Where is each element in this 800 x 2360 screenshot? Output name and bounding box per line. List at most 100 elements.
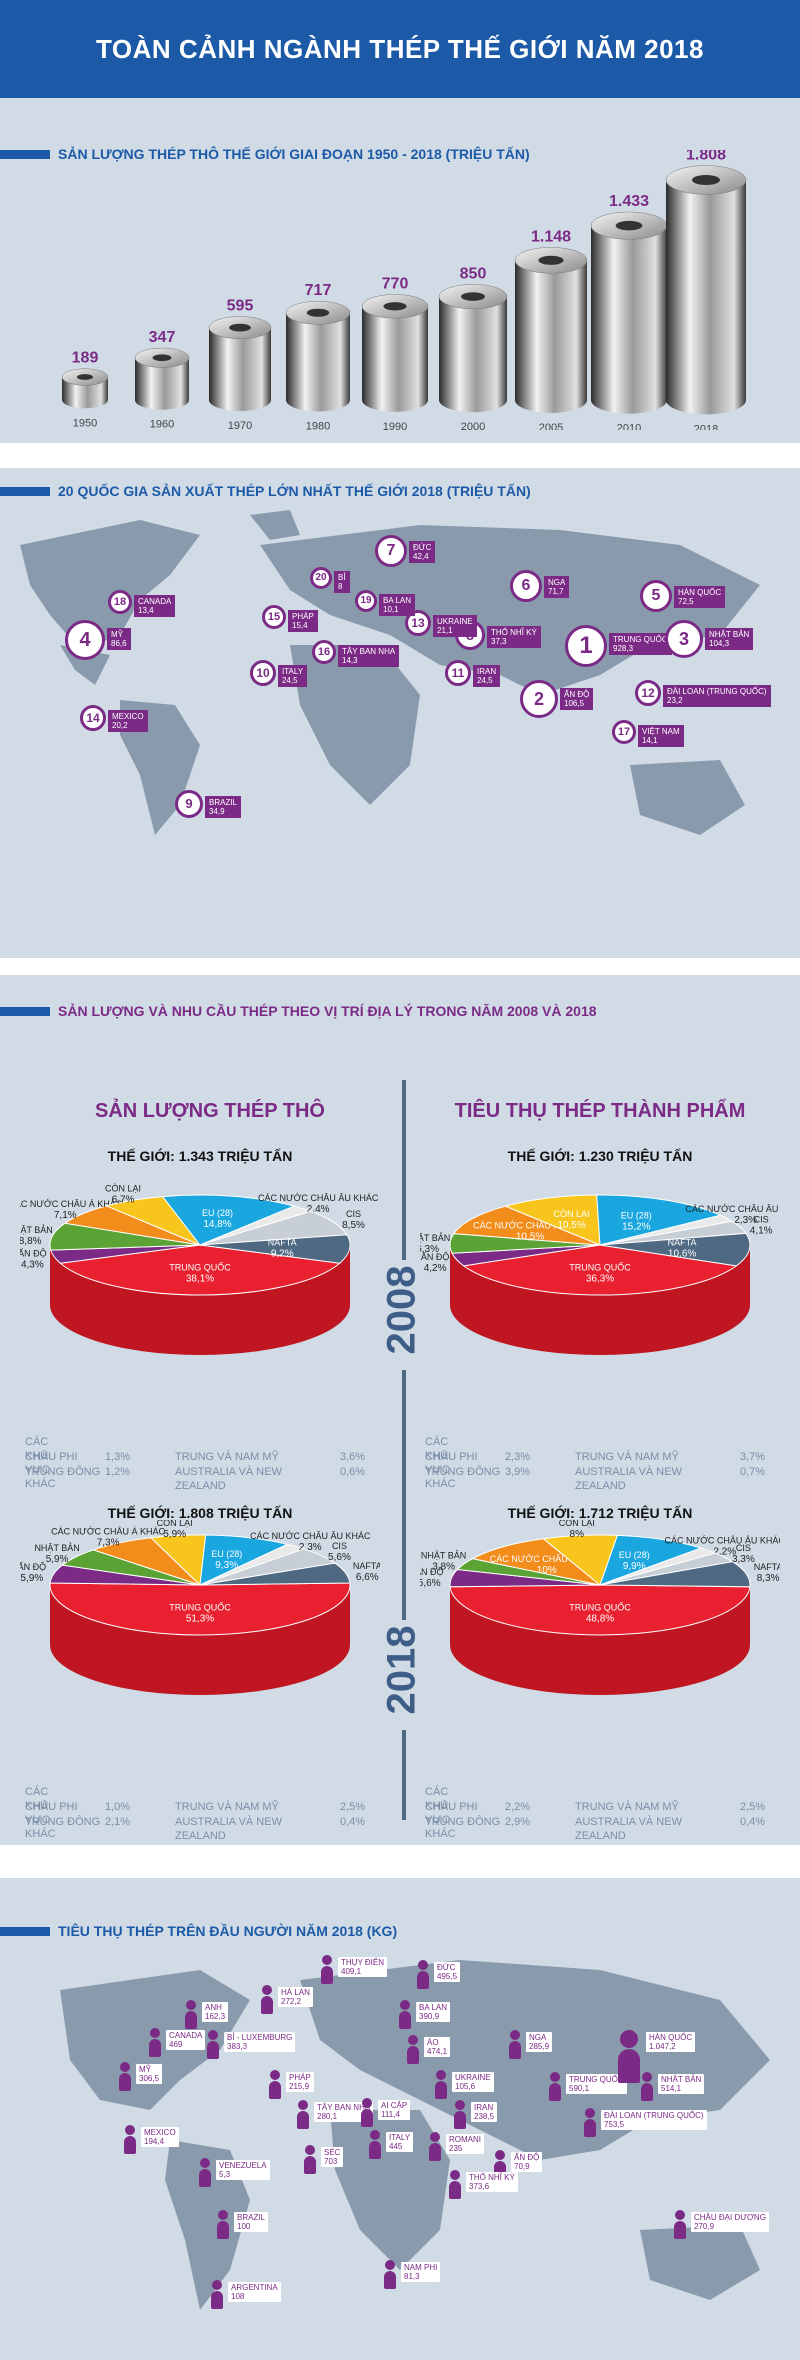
slice-name: CÁC NƯỚC CHÂU Á KHÁC — [473, 1220, 587, 1230]
country-value: 21,1 — [437, 626, 453, 636]
per-capita-value: 105,6 — [455, 2082, 476, 2091]
per-capita-label: SÉC 703 — [321, 2147, 344, 2167]
country-flag-label: CANADA 13,4 — [134, 594, 176, 617]
pie-world-total: THẾ GIỚI: 1.230 TRIỆU TẤN — [507, 1148, 693, 1164]
country-value: 72,5 — [678, 597, 694, 607]
slice-name: NAFTA — [668, 1238, 697, 1248]
country-flag-label: PHÁP 15,4 — [288, 609, 318, 632]
country-flag-label: UKRAINE 21,1 — [433, 615, 477, 638]
slice-value: 5,9% — [163, 1529, 186, 1540]
per-capita-label: CHÂU ĐẠI DƯƠNG 270,9 — [691, 2212, 769, 2232]
country-flag-label: TRUNG QUỐC 928,3 — [609, 633, 672, 656]
other-region-name: TRUNG VÀ NAM MỸ — [575, 1801, 679, 1813]
per-capita-label: ROMANI 235 — [446, 2134, 484, 2154]
country-name: PHÁP — [292, 611, 314, 621]
rank-marker: 7 — [375, 535, 407, 567]
person-body-icon — [199, 2169, 211, 2187]
person-head-icon — [212, 2280, 222, 2290]
slice-name: NAFTA — [754, 1562, 780, 1572]
per-capita-value: 235 — [449, 2144, 463, 2153]
per-capita-country: IRAN — [474, 2103, 494, 2112]
slice-value: 8,5% — [342, 1220, 365, 1231]
rank-marker: 15 — [262, 605, 286, 629]
person-head-icon — [550, 2072, 560, 2082]
per-capita-label: ẤN ĐỘ 70,9 — [511, 2152, 543, 2172]
per-capita-value: 108 — [231, 2292, 245, 2301]
country-flag-label: NHẬT BẢN 104,3 — [705, 627, 754, 650]
year-tick-label: 2010 — [617, 423, 641, 430]
year-tick-label: 2000 — [461, 421, 485, 430]
country-name: NGA — [548, 578, 566, 588]
slice-name: TRUNG QUỐC — [569, 1602, 631, 1613]
country-name: ĐÀI LOAN (TRUNG QUỐC) — [667, 687, 767, 697]
person-head-icon — [125, 2125, 135, 2135]
per-capita-country: ROMANI — [449, 2135, 481, 2144]
country-value: 13,4 — [138, 605, 154, 615]
per-capita-label: PHÁP 215,9 — [286, 2072, 314, 2092]
other-region-name: CHÂU PHI — [25, 1451, 78, 1463]
country-value: 20,2 — [112, 721, 128, 731]
person-head-icon — [298, 2100, 308, 2110]
year-tick-label: 1950 — [73, 417, 97, 429]
person-head-icon — [370, 2130, 380, 2140]
person-body-icon — [584, 2119, 596, 2137]
per-capita-value: 469 — [169, 2040, 183, 2049]
cylinder-2010 — [590, 211, 668, 414]
rank-marker: 4 — [65, 620, 105, 660]
cylinder-2000 — [438, 284, 508, 413]
per-capita-country: MỸ — [139, 2065, 151, 2074]
slice-name: TRUNG QUỐC — [169, 1602, 231, 1613]
per-capita-country: THỔ NHĨ KỲ — [469, 2173, 515, 2182]
person-body-icon — [321, 1966, 333, 1984]
per-capita-label: TRUNG QUỐC 590,1 — [566, 2074, 627, 2094]
other-region-value: 0,7% — [740, 1466, 766, 1478]
country-value: 8 — [338, 582, 343, 592]
other-region-name: TRUNG VÀ NAM MỸ — [575, 1451, 679, 1463]
country-name: THỔ NHĨ KỲ — [491, 628, 537, 637]
person-body-icon — [261, 1996, 273, 2014]
slice-value: 14,8% — [203, 1219, 231, 1230]
per-capita-country: ITALY — [389, 2133, 411, 2142]
pie-slice — [49, 1582, 351, 1636]
country-flag-label: BRAZIL 34,9 — [205, 795, 242, 818]
per-capita-value: 280,1 — [317, 2112, 338, 2121]
slice-name: NHẬT BẢN — [421, 1550, 466, 1561]
per-capita-country: PHÁP — [289, 2073, 311, 2082]
person-head-icon — [642, 2072, 652, 2082]
slice-name: CÁC NƯỚC CHÂU ÂU KHÁC — [258, 1193, 379, 1203]
other-region-value: 1,3% — [105, 1451, 131, 1463]
per-capita-country: ĐỨC — [437, 1963, 456, 1972]
per-capita-value: 285,9 — [529, 2042, 550, 2051]
other-region-name: CHÂU PHI — [425, 1801, 478, 1813]
per-capita-country: NHẬT BẢN — [661, 2075, 702, 2084]
country-value: 34,9 — [209, 806, 225, 816]
slice-value: 3,8% — [432, 1562, 455, 1573]
per-capita-value: 753,5 — [604, 2120, 625, 2129]
per-capita-country: MEXICO — [144, 2128, 176, 2137]
per-capita-label: ITALY 445 — [386, 2132, 414, 2152]
slice-name: CÒN LẠI — [157, 1520, 193, 1528]
person-head-icon — [270, 2070, 280, 2080]
country-flag-label: ẤN ĐỘ 106,5 — [560, 687, 594, 710]
other-region-name: TRUNG ĐÔNG — [25, 1816, 101, 1828]
person-head-icon — [218, 2210, 228, 2220]
country-name: TÂY BAN NHA — [342, 646, 396, 656]
slice-value: 2,2% — [713, 1546, 736, 1557]
section3-title: SẢN LƯỢNG VÀ NHU CẦU THÉP THEO VỊ TRÍ ĐỊ… — [58, 1003, 597, 1019]
per-capita-value: 272,2 — [281, 1997, 302, 2006]
per-capita-country: ÁO — [427, 2038, 439, 2047]
slice-value: 6,6% — [356, 1572, 379, 1583]
slice-value: 51,3% — [186, 1614, 214, 1625]
country-name: ẤN ĐỘ — [564, 689, 590, 699]
country-flag-label: TÂY BAN NHA 14,3 — [338, 644, 400, 667]
country-value: 15,4 — [292, 620, 308, 630]
person-head-icon — [186, 2000, 196, 2010]
slice-name: ẤN ĐỘ — [420, 1567, 443, 1577]
slice-name: CÒN LẠI — [559, 1520, 595, 1528]
slice-name: EU (28) — [621, 1210, 652, 1220]
country-name: TRUNG QUỐC — [613, 635, 668, 645]
person-head-icon — [408, 2035, 418, 2045]
country-value: 42,4 — [413, 552, 429, 562]
other-region-value: 3,9% — [505, 1466, 531, 1478]
per-capita-value: 238,5 — [474, 2112, 495, 2121]
